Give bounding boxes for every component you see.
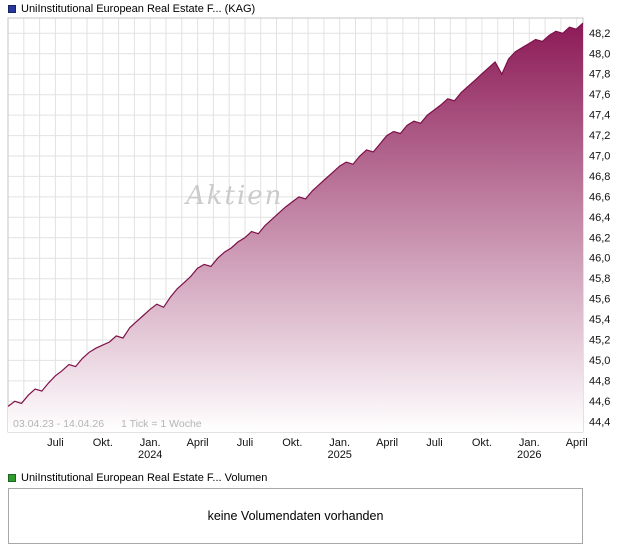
y-axis-tick-label: 47,0 [589,151,610,163]
x-axis-tick-label: April [187,437,209,449]
price-legend-label: UniInstitutional European Real Estate F.… [21,3,256,15]
x-axis-tick-label: April [566,437,588,449]
y-axis-tick-label: 47,2 [589,130,610,142]
volume-empty-box: keine Volumendaten vorhanden [8,488,583,544]
y-axis-tick-label: 45,8 [589,273,610,285]
volume-empty-message: keine Volumendaten vorhanden [207,509,384,523]
volume-legend-swatch-icon [8,474,16,482]
price-chart-canvas: 48,2 48,0 47,8 47,6 47,4 47,2 47,0 46,8 46,6 46,4… [7,17,610,461]
date-range-label: 03.04.23 - 14.04.26 1 Tick = 1 Woche [13,418,202,430]
y-axis-tick-label: 46,2 [589,232,610,244]
price-area [8,23,583,432]
y-axis-tick-label: 44,4 [589,416,610,428]
y-axis-tick-label: 45,0 [589,355,610,367]
date-range-text: 03.04.23 - 14.04.26 [13,418,105,430]
y-axis-tick-label: 45,6 [589,294,610,306]
y-axis-tick-label: 47,8 [589,69,610,81]
x-axis-tick-label: Okt. [282,437,302,449]
x-axis-tick-label: Juli [237,437,254,449]
y-axis-tick-label: 45,4 [589,314,610,326]
volume-legend: UniInstitutional European Real Estate F.… [8,472,267,484]
price-legend-swatch-icon [8,5,16,13]
tick-interval-text: 1 Tick = 1 Woche [121,418,202,430]
x-axis-tick-label: Okt. [93,437,113,449]
volume-legend-label: UniInstitutional European Real Estate F.… [21,472,268,484]
price-legend: UniInstitutional European Real Estate F.… [8,3,255,15]
x-axis-tick-label: Okt. [472,437,492,449]
y-axis-tick-label: 46,8 [589,171,610,183]
y-axis-tick-label: 48,0 [589,48,610,60]
x-axis-tick-label: Jan. [519,437,540,449]
x-axis-year-label: 2024 [138,449,162,461]
x-axis-tick-label: Juli [426,437,443,449]
y-axis-tick-label: 45,2 [589,335,610,347]
x-axis-tick-label: April [376,437,398,449]
x-axis-tick-label: Juli [47,437,64,449]
y-axis-tick-label: 46,0 [589,253,610,265]
x-axis-year-label: 2025 [327,449,351,461]
x-axis-year-label: 2026 [517,449,541,461]
y-axis-tick-label: 47,6 [589,89,610,101]
y-axis-tick-label: 48,2 [589,28,610,40]
y-axis-tick-label: 47,4 [589,110,610,122]
y-axis-tick-label: 46,6 [589,191,610,203]
x-axis-tick-label: Jan. [329,437,350,449]
x-axis-tick-label: Jan. [140,437,161,449]
y-axis-tick-label: 44,8 [589,375,610,387]
price-line [7,22,584,407]
y-axis-tick-label: 46,4 [589,212,610,224]
y-axis-tick-label: 44,6 [589,396,610,408]
